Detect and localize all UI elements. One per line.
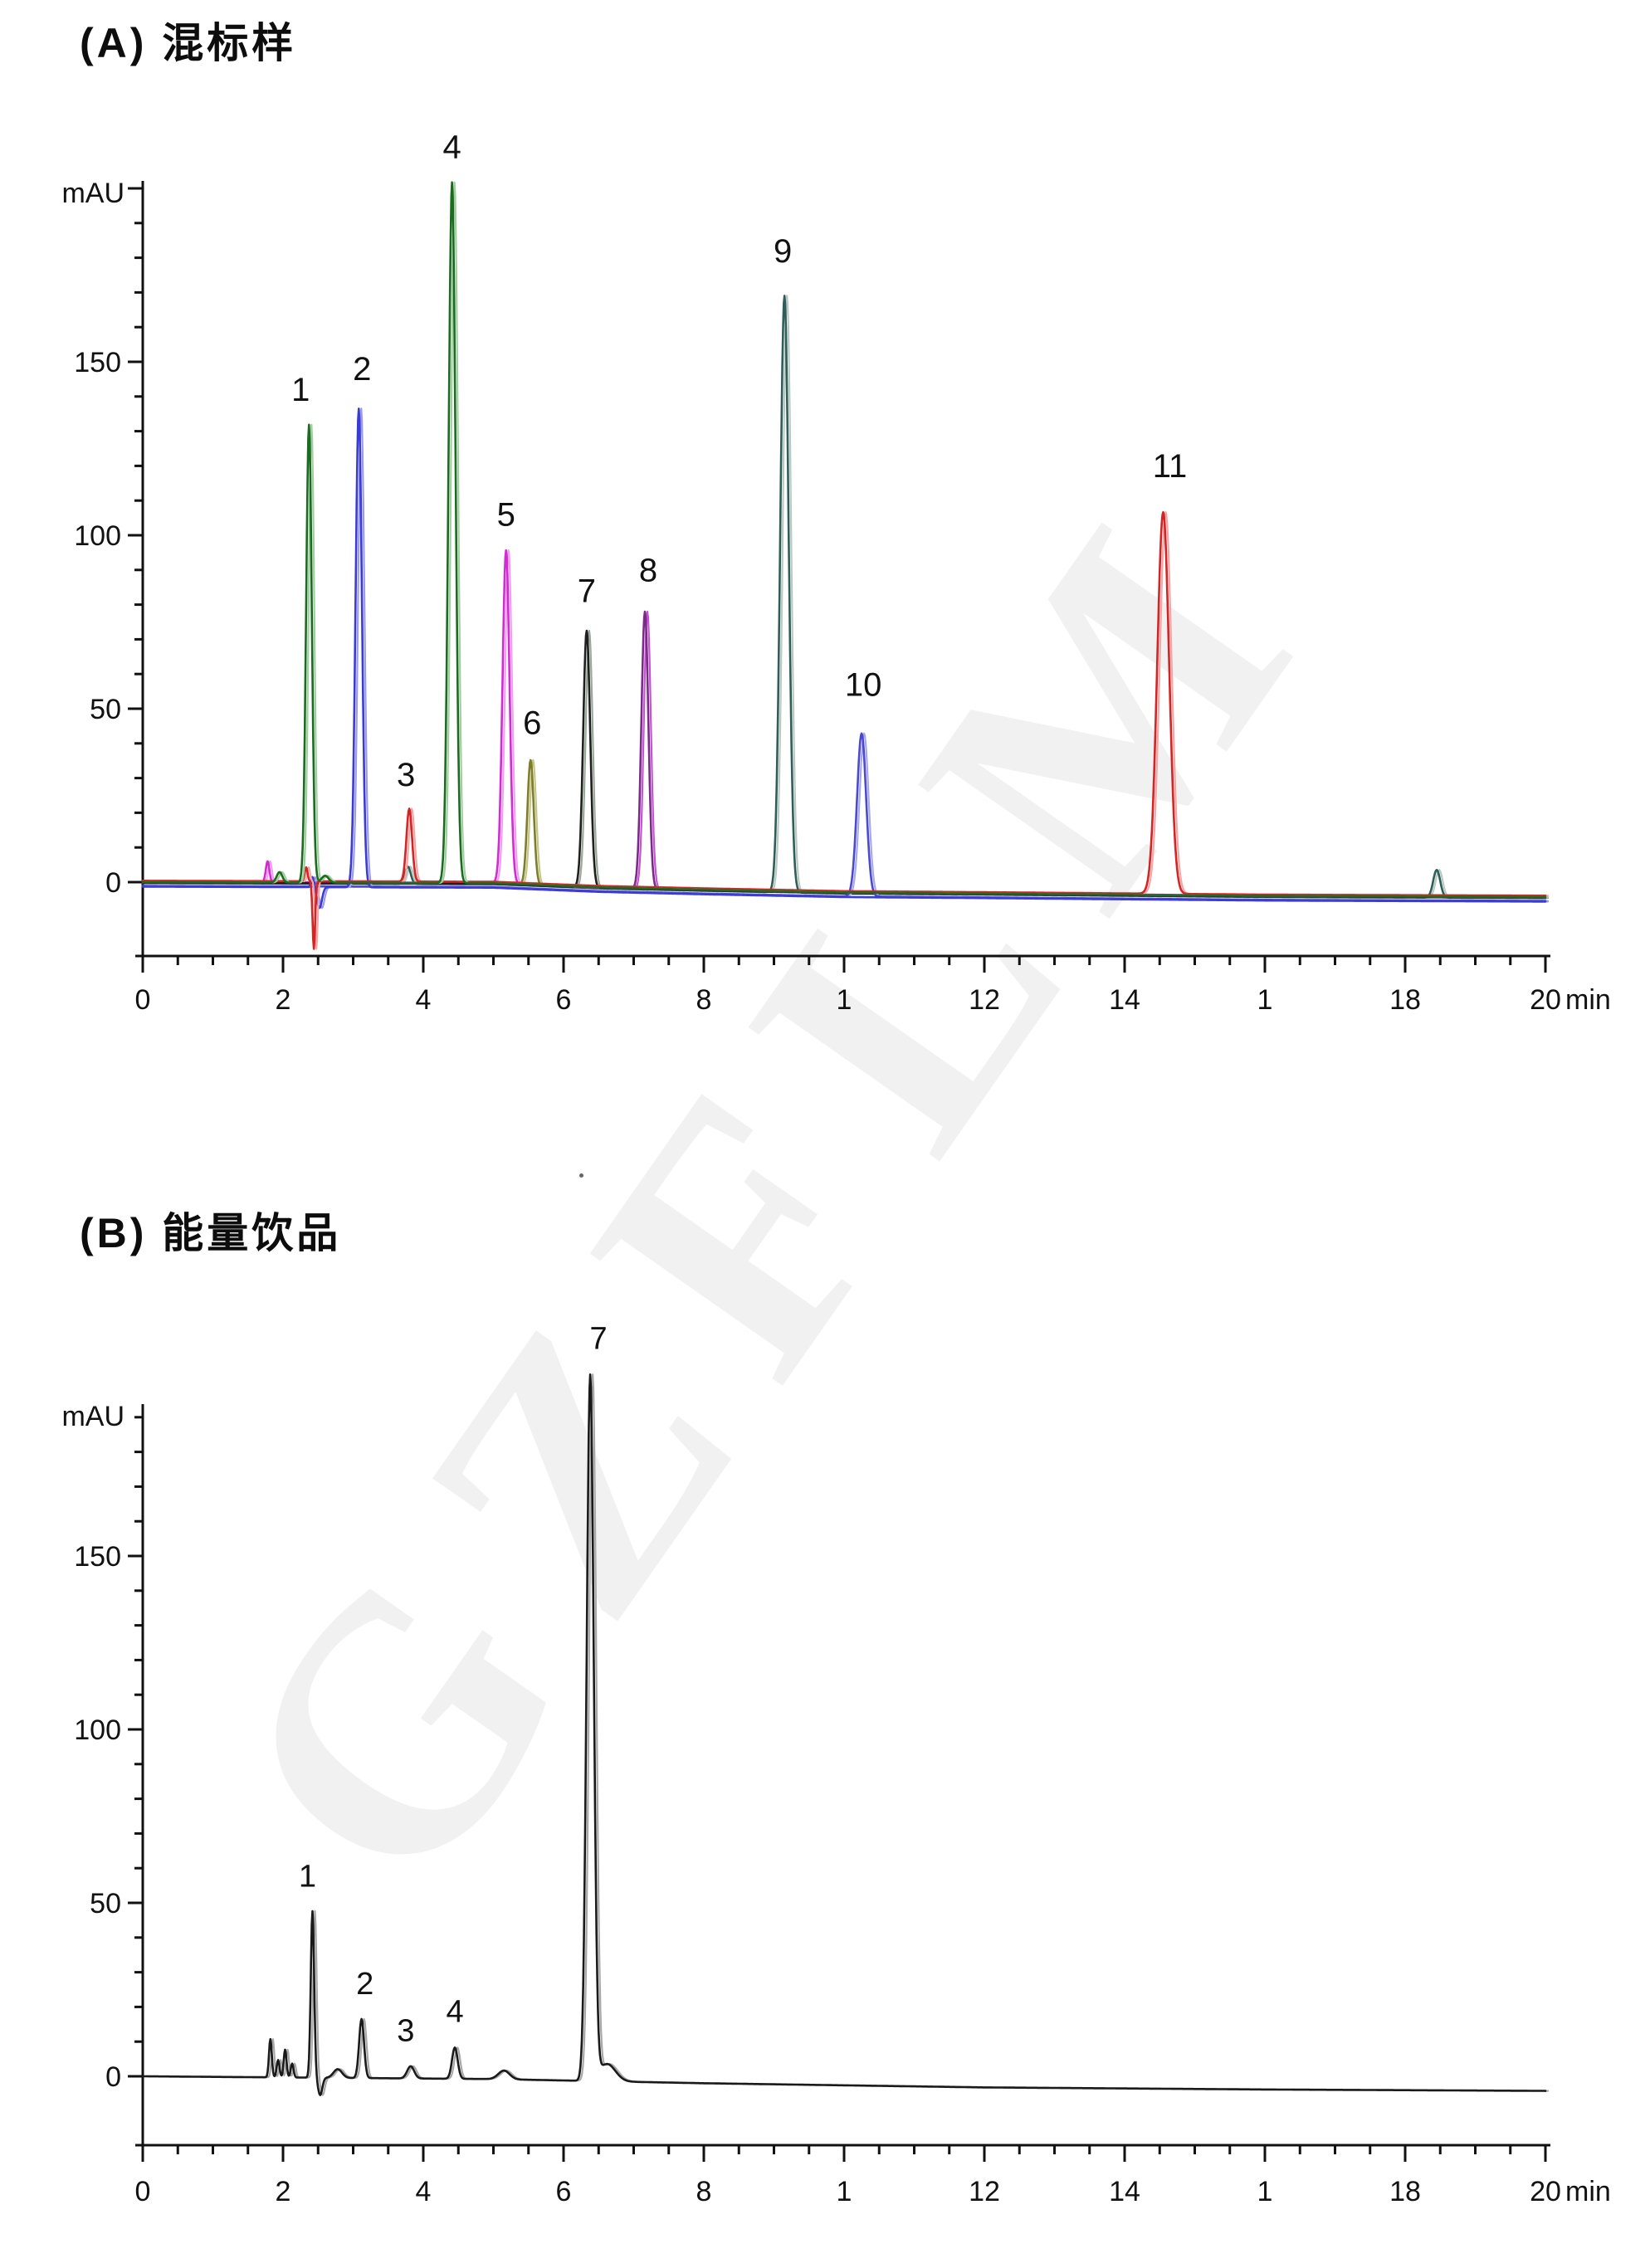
panel-A-axes bbox=[128, 181, 1550, 973]
svg-text:18: 18 bbox=[1389, 2176, 1421, 2207]
peak-label-B-1: 1 bbox=[299, 1859, 316, 1894]
peak-label-A-2: 2 bbox=[353, 351, 371, 388]
svg-text:0: 0 bbox=[135, 2176, 151, 2207]
svg-text:min: min bbox=[1565, 2176, 1611, 2207]
svg-text:1: 1 bbox=[1257, 984, 1273, 1016]
svg-text:12: 12 bbox=[969, 2176, 1000, 2207]
svg-text:20: 20 bbox=[1530, 984, 1561, 1016]
svg-text:2: 2 bbox=[276, 984, 291, 1016]
svg-text:100: 100 bbox=[74, 520, 121, 552]
svg-text:50: 50 bbox=[90, 1888, 121, 1919]
svg-text:8: 8 bbox=[696, 984, 712, 1016]
peak-label-A-6: 6 bbox=[523, 705, 541, 742]
panel-A-peak-labels: 1 2 3 4 5 6 7 8 9 10 11 bbox=[291, 129, 1187, 794]
svg-text:6: 6 bbox=[556, 984, 572, 1016]
peak-label-A-5: 5 bbox=[497, 497, 515, 534]
peak-label-B-7: 7 bbox=[590, 1321, 608, 1356]
svg-text:1: 1 bbox=[837, 984, 852, 1016]
panel-a-title: (A) 混标样 bbox=[80, 20, 297, 66]
svg-text:0: 0 bbox=[135, 984, 151, 1016]
peak-label-A-9: 9 bbox=[774, 233, 792, 270]
svg-text:150: 150 bbox=[74, 347, 121, 378]
svg-text:0: 0 bbox=[105, 867, 121, 899]
panel-b-title: (B) 能量饮品 bbox=[80, 1210, 342, 1256]
svg-text:150: 150 bbox=[74, 1541, 121, 1573]
peak-label-A-7: 7 bbox=[578, 573, 596, 610]
peak-label-B-2: 2 bbox=[356, 1967, 373, 2002]
trace-blue bbox=[141, 407, 1547, 910]
svg-text:mAU: mAU bbox=[61, 178, 124, 209]
svg-text:14: 14 bbox=[1109, 984, 1140, 1016]
svg-text:0: 0 bbox=[105, 2061, 121, 2093]
peak-label-A-1: 1 bbox=[291, 372, 310, 408]
panel-B-traces bbox=[141, 1373, 1550, 2096]
peak-label-A-3: 3 bbox=[397, 757, 415, 793]
svg-text:20: 20 bbox=[1530, 2176, 1561, 2207]
svg-text:6: 6 bbox=[556, 2176, 572, 2207]
peak-label-A-8: 8 bbox=[639, 553, 657, 589]
panel-A: 0 2 4 6 8 1 12 14 1 18 20 min050100150mAU1234567891… bbox=[61, 129, 1610, 1016]
svg-text:8: 8 bbox=[696, 2176, 712, 2207]
svg-text:18: 18 bbox=[1389, 984, 1421, 1016]
svg-text:4: 4 bbox=[416, 2176, 432, 2207]
peak-label-A-11: 11 bbox=[1153, 448, 1188, 485]
svg-text:12: 12 bbox=[969, 984, 1000, 1016]
svg-text:2: 2 bbox=[276, 2176, 291, 2207]
svg-text:50: 50 bbox=[90, 694, 121, 725]
peak-label-A-10: 10 bbox=[845, 667, 882, 704]
trace-red bbox=[141, 510, 1547, 950]
panel-B-peak-labels: 1 234 7 bbox=[299, 1321, 608, 2048]
svg-text:14: 14 bbox=[1109, 2176, 1140, 2207]
panel-A-traces bbox=[141, 181, 1550, 950]
svg-text:100: 100 bbox=[74, 1714, 121, 1746]
peak-label-B-4: 4 bbox=[446, 1994, 463, 2029]
peak-label-A-4: 4 bbox=[443, 129, 461, 166]
peak-label-B-3: 3 bbox=[397, 2013, 414, 2048]
svg-text:1: 1 bbox=[837, 2176, 852, 2207]
trace-green bbox=[141, 181, 1547, 899]
svg-text:1: 1 bbox=[1257, 2176, 1273, 2207]
trace-sample bbox=[141, 1373, 1547, 2096]
svg-text:4: 4 bbox=[416, 984, 432, 1016]
panel-B-axes bbox=[128, 1404, 1550, 2162]
svg-text:min: min bbox=[1565, 984, 1611, 1016]
svg-text:mAU: mAU bbox=[61, 1401, 124, 1432]
stray-dot bbox=[579, 1173, 583, 1178]
